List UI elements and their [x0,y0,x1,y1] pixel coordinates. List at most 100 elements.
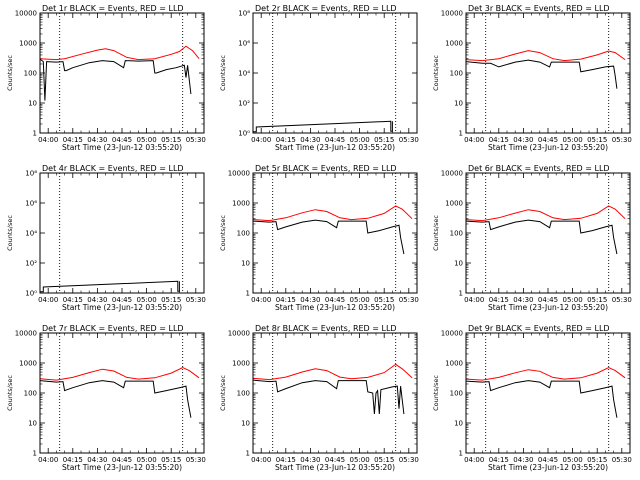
x-tick-label: 05:00 [137,456,157,464]
x-tick-label: 04:00 [464,296,484,304]
y-tick-label: 1 [459,450,463,458]
x-tick-label: 05:00 [350,456,370,464]
series-lld [465,205,626,222]
x-tick-label: 05:15 [374,456,394,464]
x-tick-label: 05:30 [186,456,206,464]
x-tick-label: 05:00 [350,296,370,304]
panel-title: Det 7r BLACK = Events, RED = LLD [42,324,184,333]
plot-frame [39,332,205,454]
x-tick-label: 04:00 [38,296,58,304]
y-tick-label: 10² [238,100,250,108]
x-tick-label: 04:30 [513,456,533,464]
panel-title: Det 5r BLACK = Events, RED = LLD [255,164,397,173]
x-axis-label: Start Time (23-Jun-12 03:55:20) [488,463,608,472]
plot-frame [465,172,631,294]
y-tick-label: 10000 [228,170,250,178]
y-tick-label: 1 [246,450,250,458]
y-tick-label: 10² [25,260,37,268]
panel-title: Det 8r BLACK = Events, RED = LLD [255,324,397,333]
x-tick-label: 04:15 [63,456,83,464]
y-axis-label: Counts/sec [432,55,440,91]
series-events [252,219,405,255]
plot-frame [252,172,418,294]
y-tick-label: 10000 [15,10,37,18]
y-tick-label: 100 [450,70,463,78]
panel-title: Det 6r BLACK = Events, RED = LLD [468,164,610,173]
x-tick-label: 05:30 [612,456,632,464]
x-tick-label: 05:15 [161,296,181,304]
panel-title: Det 3r BLACK = Events, RED = LLD [468,4,610,13]
series-events [252,379,405,415]
y-tick-label: 100 [24,390,37,398]
x-tick-label: 05:15 [587,136,607,144]
x-tick-label: 05:30 [399,456,419,464]
x-tick-label: 04:30 [513,296,533,304]
x-tick-label: 04:45 [538,296,558,304]
y-tick-label: 100 [237,230,250,238]
x-tick-label: 04:00 [251,296,271,304]
plot-frame [39,172,205,294]
x-axis-label: Start Time (23-Jun-12 03:55:20) [275,303,395,312]
y-tick-label: 10 [454,100,463,108]
x-tick-label: 04:00 [251,456,271,464]
y-tick-label: 10000 [15,330,37,338]
y-tick-label: 1000 [232,360,250,368]
x-tick-label: 04:15 [63,136,83,144]
x-tick-label: 05:15 [161,456,181,464]
panel-title: Det 9r BLACK = Events, RED = LLD [468,324,610,333]
y-tick-label: 10⁰ [238,130,250,138]
y-tick-label: 1 [246,290,250,298]
panel-title: Det 1r BLACK = Events, RED = LLD [42,4,184,13]
x-tick-label: 05:00 [563,296,583,304]
x-tick-label: 05:15 [161,136,181,144]
y-tick-label: 100 [450,390,463,398]
x-tick-label: 04:00 [38,136,58,144]
x-tick-label: 05:00 [563,456,583,464]
y-tick-label: 10 [28,420,37,428]
y-tick-label: 10000 [441,330,463,338]
y-tick-label: 1000 [232,200,250,208]
series-lld [465,367,626,381]
y-tick-label: 10 [454,420,463,428]
series-lld [252,363,413,381]
x-tick-label: 05:30 [399,296,419,304]
y-tick-label: 10⁰ [25,290,37,298]
y-tick-label: 1 [459,290,463,298]
y-tick-label: 10 [241,260,250,268]
x-tick-label: 04:30 [300,456,320,464]
x-tick-label: 04:00 [38,456,58,464]
panel-det-8r: Det 8r BLACK = Events, RED = LLD Counts/s… [219,324,419,472]
x-tick-label: 05:30 [186,136,206,144]
y-axis-label: Counts/sec [6,375,14,411]
y-axis-label: Counts/sec [432,215,440,251]
x-tick-label: 05:15 [587,456,607,464]
y-tick-label: 1000 [19,360,37,368]
series-events [39,380,192,418]
y-tick-label: 10⁴ [238,70,250,78]
series-lld [39,367,200,381]
x-tick-label: 05:15 [587,296,607,304]
series-lld [39,45,200,61]
y-tick-label: 10⁶ [238,40,250,48]
x-tick-label: 04:45 [538,456,558,464]
x-tick-label: 04:30 [513,136,533,144]
x-tick-label: 05:15 [374,136,394,144]
y-tick-label: 1000 [445,200,463,208]
x-tick-label: 04:15 [489,136,509,144]
y-axis-label: Counts/sec [432,375,440,411]
x-axis-label: Start Time (23-Jun-12 03:55:20) [488,303,608,312]
x-tick-label: 04:15 [276,136,296,144]
series-events [252,120,393,133]
plot-frame [252,12,418,134]
x-tick-label: 04:30 [87,456,107,464]
plot-frame [465,332,631,454]
y-tick-label: 10⁸ [25,170,37,178]
x-axis-label: Start Time (23-Jun-12 03:55:20) [62,143,182,152]
plot-frame [39,12,205,134]
x-tick-label: 05:30 [612,296,632,304]
plot-frame [252,332,418,454]
x-tick-label: 04:00 [251,136,271,144]
x-tick-label: 04:00 [464,456,484,464]
x-tick-label: 05:00 [350,136,370,144]
